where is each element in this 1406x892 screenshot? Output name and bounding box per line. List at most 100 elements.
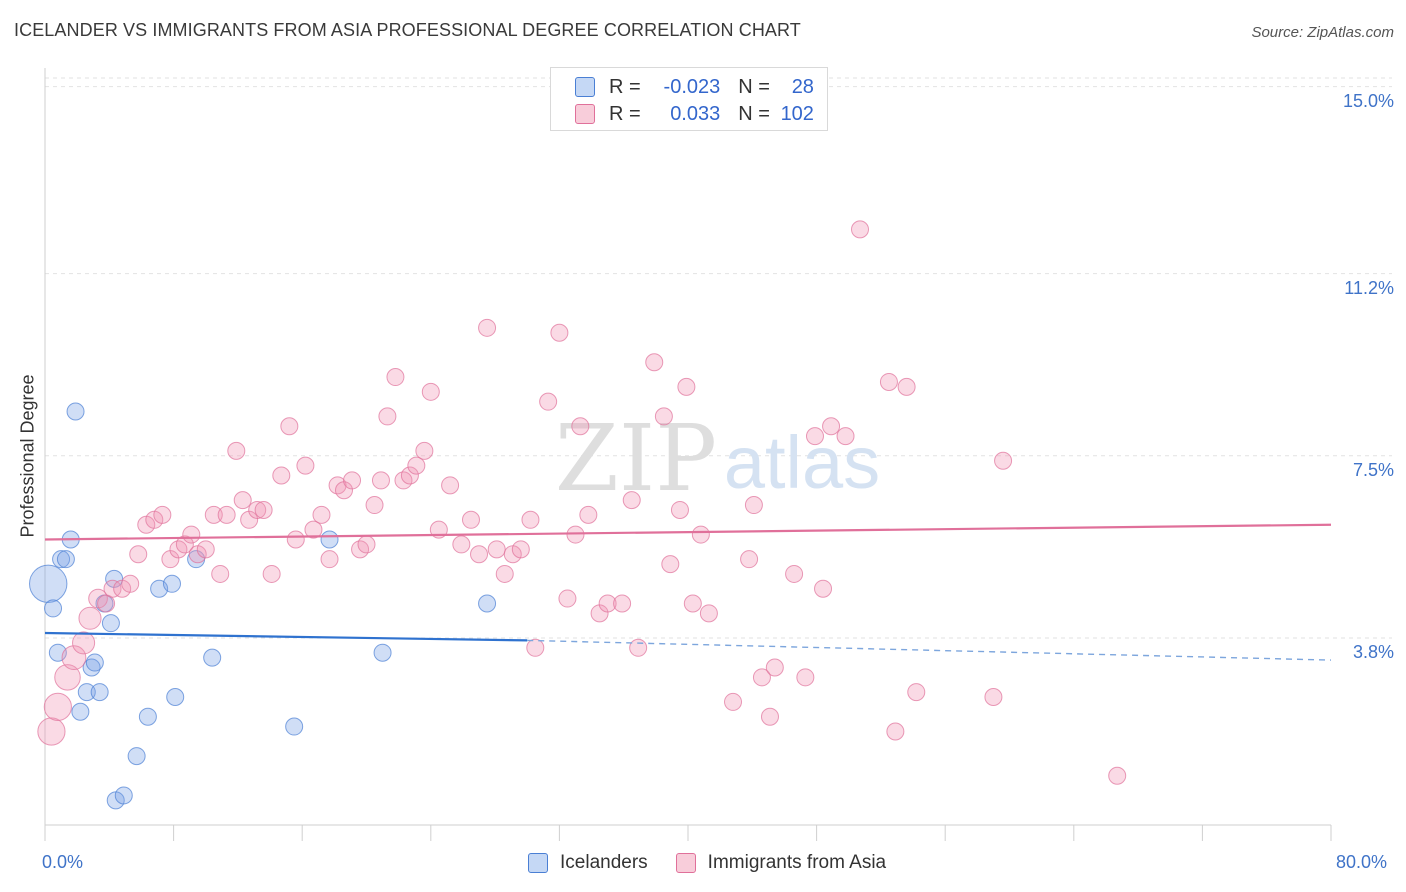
asia-point xyxy=(407,456,426,475)
asia-point xyxy=(805,427,824,446)
asia-swatch xyxy=(575,104,595,124)
asia-point xyxy=(558,589,577,608)
icelander-point xyxy=(162,574,181,593)
asia-point xyxy=(571,417,590,436)
y-tick-label: 11.2% xyxy=(1344,277,1394,298)
asia-point xyxy=(511,540,530,559)
icelander-point xyxy=(373,643,392,662)
asia-point xyxy=(566,525,585,544)
asia-point xyxy=(661,555,680,574)
asia-point xyxy=(740,550,759,569)
asia-point xyxy=(262,564,281,583)
asia-points xyxy=(37,220,1127,785)
icelander-point xyxy=(166,688,185,707)
asia-point xyxy=(452,535,471,554)
icelander-point xyxy=(52,550,71,569)
asia-point xyxy=(461,510,480,529)
asia-point xyxy=(61,645,87,671)
asia-point xyxy=(622,491,641,510)
icelander-point xyxy=(66,402,85,421)
asia-point xyxy=(343,471,362,490)
asia-point xyxy=(495,564,514,583)
asia-point xyxy=(233,491,252,510)
asia-point xyxy=(175,535,194,554)
asia-point xyxy=(526,638,545,657)
asia-point xyxy=(421,382,440,401)
y-tick-label: 15.0% xyxy=(1342,90,1394,111)
asia-point xyxy=(386,368,405,387)
asia-point xyxy=(836,427,855,446)
asia-point xyxy=(371,471,390,490)
asia-point xyxy=(744,496,763,515)
asia-point xyxy=(765,658,784,677)
asia-point xyxy=(539,392,558,411)
asia-point xyxy=(121,574,140,593)
asia-point xyxy=(217,505,236,524)
y-tick-label: 7.5% xyxy=(1352,459,1394,480)
asia-point xyxy=(415,441,434,460)
x-tick-min: 0.0% xyxy=(42,852,84,872)
asia-point xyxy=(984,688,1003,707)
icelander-point xyxy=(56,550,75,569)
icelander-point xyxy=(71,702,90,721)
asia-point xyxy=(470,545,489,564)
icelanders-trend-line xyxy=(44,631,528,642)
icelander-point xyxy=(101,614,120,633)
trend-lines xyxy=(44,523,1332,661)
source-credit: Source: ZipAtlas.com xyxy=(1251,24,1394,41)
watermark-zip: ZIP xyxy=(555,405,717,512)
asia-point xyxy=(296,456,315,475)
icelanders-trend-extension xyxy=(527,639,1332,661)
y-axis-title: Professional Degree xyxy=(17,374,38,538)
asia-point xyxy=(629,638,648,657)
asia-point xyxy=(248,500,267,519)
asia-point xyxy=(37,717,66,746)
asia-point xyxy=(521,510,540,529)
asia-point xyxy=(851,220,870,239)
icelander-point xyxy=(203,648,222,667)
asia-point xyxy=(897,377,916,396)
asia-point xyxy=(487,540,506,559)
asia-point xyxy=(182,525,201,544)
asia-point xyxy=(670,500,689,519)
asia-point xyxy=(78,606,102,630)
icelander-point xyxy=(138,707,157,726)
asia-point xyxy=(211,564,230,583)
asia-point xyxy=(907,683,926,702)
asia-point xyxy=(478,318,497,337)
asia-point xyxy=(304,520,323,539)
asia-point xyxy=(785,564,804,583)
asia-point xyxy=(320,550,339,569)
asia-point xyxy=(254,500,273,519)
asia-point xyxy=(103,579,122,598)
asia-point xyxy=(699,604,718,623)
asia-point xyxy=(654,407,673,426)
icelanders-swatch xyxy=(528,853,548,873)
asia-point xyxy=(822,417,841,436)
chart-title: ICELANDER VS IMMIGRANTS FROM ASIA PROFES… xyxy=(14,20,801,40)
asia-point xyxy=(879,372,898,391)
asia-point xyxy=(760,707,779,726)
asia-point xyxy=(994,451,1013,470)
legend-item-asia: Immigrants from Asia xyxy=(675,852,886,874)
y-tick-label: 3.8% xyxy=(1352,641,1394,662)
axes xyxy=(44,68,1332,841)
asia-point xyxy=(613,594,632,613)
asia-point xyxy=(72,631,96,655)
asia-point xyxy=(227,441,246,460)
asia-swatch xyxy=(675,853,696,873)
icelander-point xyxy=(320,530,339,549)
asia-point xyxy=(54,664,81,691)
asia-point xyxy=(724,692,743,711)
asia-point xyxy=(286,530,305,549)
asia-point xyxy=(88,588,108,609)
asia-point xyxy=(886,722,905,741)
legend-row-asia: R = 0.033 N = 102 xyxy=(575,102,814,126)
asia-point xyxy=(683,594,702,613)
asia-point xyxy=(1108,766,1127,785)
icelander-point xyxy=(29,564,68,603)
asia-point xyxy=(280,417,299,436)
asia-point xyxy=(796,668,815,687)
icelander-point xyxy=(114,786,133,805)
